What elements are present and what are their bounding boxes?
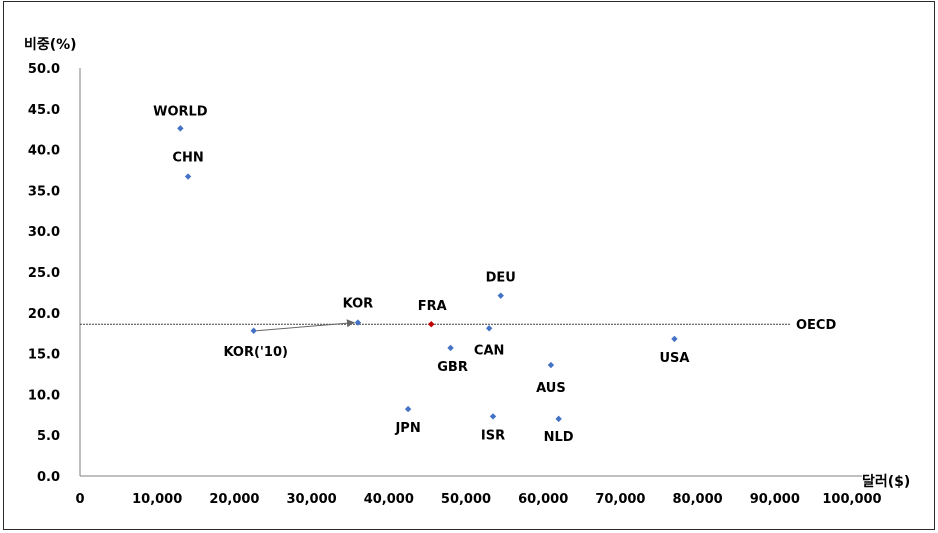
point-label: KOR [343, 297, 374, 312]
data-point [490, 413, 496, 419]
x-tick-label: 20,000 [209, 492, 259, 507]
x-tick-label: 50,000 [441, 492, 491, 507]
data-point [486, 325, 492, 331]
point-label: DEU [486, 271, 516, 286]
point-label: JPN [394, 421, 420, 436]
point-label: AUS [536, 381, 566, 396]
y-tick-label: 30.0 [28, 225, 60, 240]
point-label: ISR [481, 428, 505, 443]
point-label: CHN [172, 151, 203, 166]
point-label: NLD [544, 430, 574, 445]
y-tick-label: 0.0 [37, 470, 60, 485]
x-tick-label: 100,000 [822, 492, 881, 507]
x-tick-label: 40,000 [364, 492, 414, 507]
x-tick-label: 70,000 [595, 492, 645, 507]
point-label: USA [659, 351, 689, 366]
y-tick-label: 25.0 [28, 266, 60, 281]
point-label: FRA [418, 299, 447, 314]
data-point [251, 328, 257, 334]
y-tick-label: 15.0 [28, 348, 60, 363]
y-tick-label: 45.0 [28, 103, 60, 118]
y-axis-title: 비중(%) [24, 37, 77, 53]
data-point [498, 292, 504, 298]
y-tick-label: 50.0 [28, 62, 60, 77]
data-point [428, 321, 434, 327]
point-label: WORLD [153, 104, 208, 119]
data-point [671, 336, 677, 342]
y-tick-label: 35.0 [28, 184, 60, 199]
x-tick-label: 30,000 [287, 492, 337, 507]
x-tick-label: 80,000 [673, 492, 723, 507]
data-point [355, 319, 361, 325]
x-tick-label: 60,000 [518, 492, 568, 507]
point-label: CAN [474, 343, 504, 358]
data-point [447, 345, 453, 351]
y-tick-label: 40.0 [28, 144, 60, 159]
y-tick-label: 20.0 [28, 307, 60, 322]
x-tick-label: 90,000 [750, 492, 800, 507]
y-tick-label: 10.0 [28, 388, 60, 403]
x-axis-title: 달러($) [862, 474, 910, 490]
point-label: KOR('10) [223, 345, 288, 360]
data-point [548, 362, 554, 368]
y-tick-label: 5.0 [37, 429, 60, 444]
x-tick-label: 10,000 [132, 492, 182, 507]
data-point [405, 406, 411, 412]
oecd-label: OECD [796, 318, 836, 333]
data-point [177, 125, 183, 131]
data-point [555, 416, 561, 422]
x-tick-label: 0 [75, 492, 84, 507]
point-label: GBR [437, 360, 468, 375]
data-point [185, 173, 191, 179]
